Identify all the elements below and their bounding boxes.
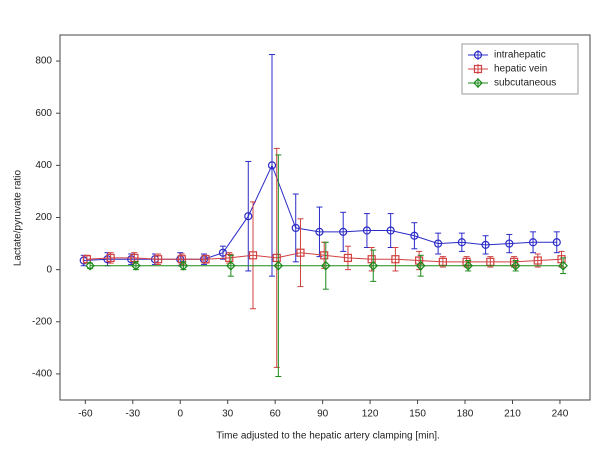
- marker: [320, 260, 331, 271]
- marker: [528, 238, 538, 247]
- marker: [463, 260, 474, 271]
- x-tick-label: 30: [222, 409, 234, 420]
- x-tick-label: 180: [457, 409, 474, 420]
- marker: [320, 251, 329, 260]
- marker: [273, 260, 284, 271]
- marker: [410, 231, 419, 240]
- y-tick-label: 600: [35, 108, 52, 119]
- marker: [386, 226, 395, 235]
- marker: [505, 239, 514, 248]
- legend-label: intrahepatic: [494, 50, 546, 61]
- marker: [552, 238, 561, 247]
- marker: [248, 251, 258, 260]
- x-tick-label: 90: [317, 409, 329, 420]
- marker: [201, 255, 210, 264]
- x-tick-label: -30: [126, 409, 141, 420]
- marker: [153, 255, 163, 264]
- marker: [82, 255, 91, 264]
- marker: [85, 260, 95, 271]
- marker: [510, 260, 521, 271]
- marker: [362, 226, 372, 235]
- marker: [267, 161, 277, 170]
- y-axis-label: Lactate/pyruvate ratio: [13, 169, 24, 266]
- marker: [226, 260, 236, 271]
- marker: [296, 248, 305, 257]
- marker: [473, 50, 483, 60]
- x-tick-label: 240: [552, 409, 569, 420]
- marker: [558, 260, 568, 271]
- marker: [178, 260, 189, 271]
- marker: [131, 260, 141, 271]
- marker: [473, 78, 483, 88]
- y-tick-label: 0: [46, 264, 52, 275]
- marker: [473, 64, 483, 74]
- marker: [244, 212, 253, 221]
- marker: [415, 260, 426, 271]
- marker: [225, 253, 234, 263]
- marker: [457, 238, 466, 247]
- legend-label: subcutaneous: [494, 78, 556, 89]
- x-axis-label: Time adjusted to the hepatic artery clam…: [216, 431, 440, 442]
- y-tick-label: 400: [35, 160, 52, 171]
- marker: [391, 255, 400, 264]
- marker: [481, 240, 490, 249]
- marker: [272, 253, 281, 263]
- marker: [315, 227, 324, 236]
- marker: [343, 253, 353, 263]
- marker: [368, 260, 379, 271]
- y-tick-label: 800: [35, 56, 52, 67]
- legend-label: hepatic vein: [494, 64, 547, 75]
- marker: [291, 223, 300, 233]
- marker: [106, 253, 115, 263]
- x-tick-label: 210: [504, 409, 521, 420]
- x-tick-label: 60: [270, 409, 282, 420]
- marker: [339, 227, 348, 236]
- y-tick-label: -200: [32, 316, 52, 327]
- y-tick-label: -400: [32, 369, 52, 380]
- x-tick-label: 0: [177, 409, 183, 420]
- y-tick-label: 200: [35, 212, 52, 223]
- x-tick-label: 120: [362, 409, 379, 420]
- marker: [434, 239, 443, 248]
- x-tick-label: -60: [78, 409, 93, 420]
- marker: [533, 256, 542, 265]
- x-tick-label: 150: [409, 409, 426, 420]
